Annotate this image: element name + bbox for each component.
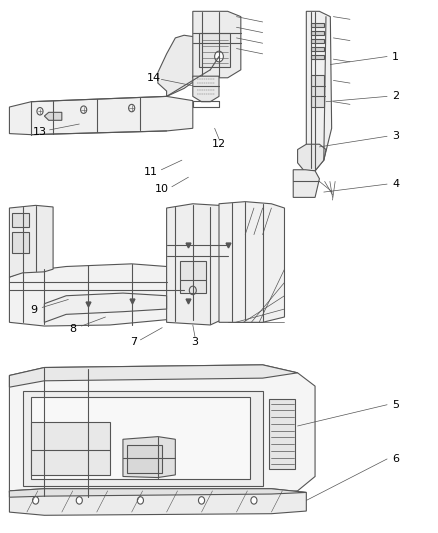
Polygon shape [10,365,315,498]
Text: 5: 5 [392,400,399,410]
Polygon shape [123,437,175,478]
Text: 3: 3 [191,337,198,347]
Bar [311,31,324,35]
Circle shape [32,497,39,504]
Polygon shape [10,264,184,326]
Polygon shape [44,112,62,120]
Text: 1: 1 [392,52,399,61]
Polygon shape [297,144,326,171]
Circle shape [198,497,205,504]
Circle shape [215,51,223,62]
Polygon shape [158,35,219,96]
Text: 7: 7 [130,337,138,347]
Text: 3: 3 [392,131,399,141]
Circle shape [251,497,257,504]
Polygon shape [293,169,319,197]
Polygon shape [193,76,219,102]
Text: 6: 6 [392,454,399,464]
Circle shape [138,497,144,504]
Polygon shape [193,11,241,78]
Text: 11: 11 [145,167,158,177]
Text: 4: 4 [392,179,399,189]
Circle shape [76,497,82,504]
Text: 12: 12 [212,139,226,149]
Bar [22,391,263,486]
Text: 2: 2 [392,91,399,101]
Bar [311,23,324,27]
Bar [12,213,29,227]
Bar [269,399,295,469]
Polygon shape [10,96,193,135]
Polygon shape [44,293,166,322]
Bar [311,55,324,59]
Polygon shape [10,365,297,387]
Bar [12,232,29,253]
Bar [180,261,206,293]
Bar [127,445,162,473]
Text: 10: 10 [155,184,169,195]
Polygon shape [306,11,332,171]
Text: 14: 14 [146,73,161,83]
Text: 9: 9 [30,305,37,315]
Polygon shape [10,205,53,277]
Bar [31,422,110,475]
Bar [311,39,324,43]
Text: 13: 13 [33,127,47,137]
Bar [199,33,230,67]
Bar [311,47,324,51]
Polygon shape [10,489,306,515]
Text: 8: 8 [69,324,76,334]
Polygon shape [219,201,285,322]
Bar [311,75,324,107]
Bar [31,397,250,479]
Polygon shape [166,204,228,325]
Polygon shape [10,489,306,497]
